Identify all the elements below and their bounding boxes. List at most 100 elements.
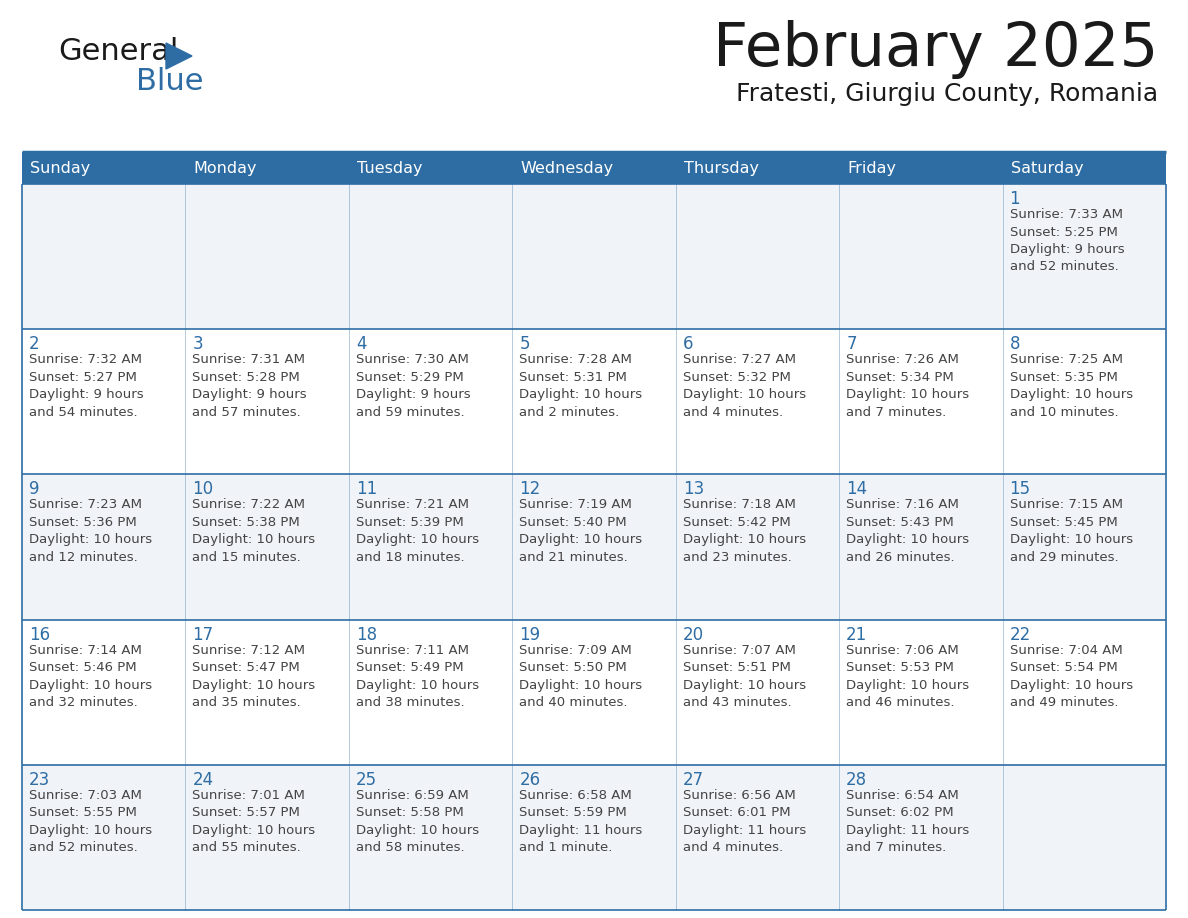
Text: Sunrise: 7:14 AM
Sunset: 5:46 PM
Daylight: 10 hours
and 32 minutes.: Sunrise: 7:14 AM Sunset: 5:46 PM Dayligh… [29,644,152,709]
Text: 9: 9 [29,480,39,498]
Text: Sunrise: 6:58 AM
Sunset: 5:59 PM
Daylight: 11 hours
and 1 minute.: Sunrise: 6:58 AM Sunset: 5:59 PM Dayligh… [519,789,643,855]
Text: Sunrise: 7:16 AM
Sunset: 5:43 PM
Daylight: 10 hours
and 26 minutes.: Sunrise: 7:16 AM Sunset: 5:43 PM Dayligh… [846,498,969,564]
Bar [839,620,1003,765]
Bar [185,765,349,910]
Text: 27: 27 [683,771,703,789]
Bar [839,330,1003,475]
Bar [676,184,839,330]
Text: Sunrise: 6:56 AM
Sunset: 6:01 PM
Daylight: 11 hours
and 4 minutes.: Sunrise: 6:56 AM Sunset: 6:01 PM Dayligh… [683,789,805,855]
Text: Saturday: Saturday [1011,161,1083,175]
Text: Sunrise: 7:32 AM
Sunset: 5:27 PM
Daylight: 9 hours
and 54 minutes.: Sunrise: 7:32 AM Sunset: 5:27 PM Dayligh… [29,353,144,419]
Bar [1003,330,1165,475]
Bar [512,475,676,620]
Text: Sunrise: 6:54 AM
Sunset: 6:02 PM
Daylight: 11 hours
and 7 minutes.: Sunrise: 6:54 AM Sunset: 6:02 PM Dayligh… [846,789,969,855]
Text: Sunrise: 7:28 AM
Sunset: 5:31 PM
Daylight: 10 hours
and 2 minutes.: Sunrise: 7:28 AM Sunset: 5:31 PM Dayligh… [519,353,643,419]
Bar [676,765,839,910]
Text: 6: 6 [683,335,694,353]
Text: 3: 3 [192,335,203,353]
Bar [349,475,512,620]
Text: 19: 19 [519,625,541,644]
Text: Sunrise: 7:15 AM
Sunset: 5:45 PM
Daylight: 10 hours
and 29 minutes.: Sunrise: 7:15 AM Sunset: 5:45 PM Dayligh… [1010,498,1132,564]
Text: Sunrise: 7:04 AM
Sunset: 5:54 PM
Daylight: 10 hours
and 49 minutes.: Sunrise: 7:04 AM Sunset: 5:54 PM Dayligh… [1010,644,1132,709]
Text: 1: 1 [1010,190,1020,208]
Text: Sunrise: 7:09 AM
Sunset: 5:50 PM
Daylight: 10 hours
and 40 minutes.: Sunrise: 7:09 AM Sunset: 5:50 PM Dayligh… [519,644,643,709]
Text: 2: 2 [29,335,39,353]
Bar [1003,475,1165,620]
Text: Blue: Blue [135,67,203,96]
Text: 5: 5 [519,335,530,353]
Text: Sunrise: 7:31 AM
Sunset: 5:28 PM
Daylight: 9 hours
and 57 minutes.: Sunrise: 7:31 AM Sunset: 5:28 PM Dayligh… [192,353,307,419]
Text: 14: 14 [846,480,867,498]
Text: 24: 24 [192,771,214,789]
Bar [512,620,676,765]
Bar [676,330,839,475]
Text: 8: 8 [1010,335,1020,353]
Bar [1003,765,1165,910]
Bar [23,330,185,475]
Text: Sunday: Sunday [30,161,90,175]
Text: Sunrise: 6:59 AM
Sunset: 5:58 PM
Daylight: 10 hours
and 58 minutes.: Sunrise: 6:59 AM Sunset: 5:58 PM Dayligh… [356,789,479,855]
Text: 28: 28 [846,771,867,789]
Text: 11: 11 [356,480,377,498]
Bar [349,620,512,765]
Text: Sunrise: 7:23 AM
Sunset: 5:36 PM
Daylight: 10 hours
and 12 minutes.: Sunrise: 7:23 AM Sunset: 5:36 PM Dayligh… [29,498,152,564]
Bar [23,152,1165,184]
Text: Sunrise: 7:22 AM
Sunset: 5:38 PM
Daylight: 10 hours
and 15 minutes.: Sunrise: 7:22 AM Sunset: 5:38 PM Dayligh… [192,498,316,564]
Polygon shape [166,43,192,69]
Bar [349,184,512,330]
Text: Sunrise: 7:25 AM
Sunset: 5:35 PM
Daylight: 10 hours
and 10 minutes.: Sunrise: 7:25 AM Sunset: 5:35 PM Dayligh… [1010,353,1132,419]
Text: Sunrise: 7:19 AM
Sunset: 5:40 PM
Daylight: 10 hours
and 21 minutes.: Sunrise: 7:19 AM Sunset: 5:40 PM Dayligh… [519,498,643,564]
Text: 22: 22 [1010,625,1031,644]
Text: 25: 25 [356,771,377,789]
Text: Sunrise: 7:01 AM
Sunset: 5:57 PM
Daylight: 10 hours
and 55 minutes.: Sunrise: 7:01 AM Sunset: 5:57 PM Dayligh… [192,789,316,855]
Text: 13: 13 [683,480,704,498]
Text: Fratesti, Giurgiu County, Romania: Fratesti, Giurgiu County, Romania [735,82,1158,106]
Text: Sunrise: 7:06 AM
Sunset: 5:53 PM
Daylight: 10 hours
and 46 minutes.: Sunrise: 7:06 AM Sunset: 5:53 PM Dayligh… [846,644,969,709]
Text: General: General [58,37,178,66]
Text: 15: 15 [1010,480,1031,498]
Text: Sunrise: 7:18 AM
Sunset: 5:42 PM
Daylight: 10 hours
and 23 minutes.: Sunrise: 7:18 AM Sunset: 5:42 PM Dayligh… [683,498,805,564]
Text: Sunrise: 7:11 AM
Sunset: 5:49 PM
Daylight: 10 hours
and 38 minutes.: Sunrise: 7:11 AM Sunset: 5:49 PM Dayligh… [356,644,479,709]
Text: 16: 16 [29,625,50,644]
Text: 7: 7 [846,335,857,353]
Bar [512,765,676,910]
Bar [23,184,185,330]
Bar [839,184,1003,330]
Text: 12: 12 [519,480,541,498]
Bar [512,184,676,330]
Text: Sunrise: 7:26 AM
Sunset: 5:34 PM
Daylight: 10 hours
and 7 minutes.: Sunrise: 7:26 AM Sunset: 5:34 PM Dayligh… [846,353,969,419]
Bar [512,330,676,475]
Bar [23,765,185,910]
Text: Sunrise: 7:33 AM
Sunset: 5:25 PM
Daylight: 9 hours
and 52 minutes.: Sunrise: 7:33 AM Sunset: 5:25 PM Dayligh… [1010,208,1124,274]
Text: 26: 26 [519,771,541,789]
Text: Sunrise: 7:07 AM
Sunset: 5:51 PM
Daylight: 10 hours
and 43 minutes.: Sunrise: 7:07 AM Sunset: 5:51 PM Dayligh… [683,644,805,709]
Text: Thursday: Thursday [684,161,759,175]
Text: Monday: Monday [194,161,257,175]
Bar [839,765,1003,910]
Bar [349,330,512,475]
Text: Sunrise: 7:12 AM
Sunset: 5:47 PM
Daylight: 10 hours
and 35 minutes.: Sunrise: 7:12 AM Sunset: 5:47 PM Dayligh… [192,644,316,709]
Text: Sunrise: 7:21 AM
Sunset: 5:39 PM
Daylight: 10 hours
and 18 minutes.: Sunrise: 7:21 AM Sunset: 5:39 PM Dayligh… [356,498,479,564]
Text: Sunrise: 7:30 AM
Sunset: 5:29 PM
Daylight: 9 hours
and 59 minutes.: Sunrise: 7:30 AM Sunset: 5:29 PM Dayligh… [356,353,470,419]
Text: Tuesday: Tuesday [356,161,423,175]
Text: Friday: Friday [847,161,896,175]
Bar [23,620,185,765]
Text: Wednesday: Wednesday [520,161,613,175]
Bar [1003,184,1165,330]
Text: Sunrise: 7:27 AM
Sunset: 5:32 PM
Daylight: 10 hours
and 4 minutes.: Sunrise: 7:27 AM Sunset: 5:32 PM Dayligh… [683,353,805,419]
Text: 23: 23 [29,771,50,789]
Text: Sunrise: 7:03 AM
Sunset: 5:55 PM
Daylight: 10 hours
and 52 minutes.: Sunrise: 7:03 AM Sunset: 5:55 PM Dayligh… [29,789,152,855]
Text: 20: 20 [683,625,703,644]
Bar [185,475,349,620]
Text: 4: 4 [356,335,366,353]
Text: 18: 18 [356,625,377,644]
Bar [676,620,839,765]
Bar [185,330,349,475]
Text: 10: 10 [192,480,214,498]
Bar [185,620,349,765]
Bar [676,475,839,620]
Text: February 2025: February 2025 [713,20,1158,79]
Bar [349,765,512,910]
Bar [839,475,1003,620]
Text: 21: 21 [846,625,867,644]
